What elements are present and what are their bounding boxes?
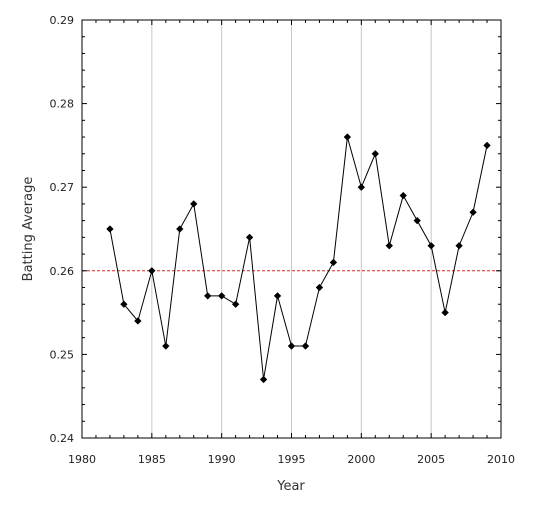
data-point-marker bbox=[329, 258, 338, 267]
data-point-marker bbox=[343, 133, 352, 141]
data-point-marker bbox=[134, 317, 142, 325]
data-point-marker bbox=[273, 292, 282, 300]
data-point-marker bbox=[189, 200, 198, 208]
data-point-marker bbox=[357, 183, 366, 191]
data-point-marker bbox=[176, 225, 184, 233]
data-point-marker bbox=[371, 150, 380, 158]
y-tick-label: 0.27 bbox=[50, 181, 75, 194]
y-tick-label: 0.24 bbox=[50, 432, 75, 445]
data-point-marker bbox=[231, 300, 240, 308]
data-point-marker bbox=[120, 300, 128, 308]
data-point-marker bbox=[148, 267, 156, 275]
data-point-marker bbox=[301, 342, 310, 350]
x-axis-title: Year bbox=[276, 479, 305, 494]
x-tick-label: 2010 bbox=[487, 453, 515, 466]
x-tick-label: 2005 bbox=[417, 453, 445, 466]
data-point-marker bbox=[483, 141, 491, 150]
x-tick-label: 2000 bbox=[347, 453, 375, 466]
data-point-marker bbox=[441, 308, 449, 317]
data-point-marker bbox=[245, 233, 254, 242]
y-axis-title: Batting Average bbox=[21, 177, 36, 282]
x-tick-label: 1990 bbox=[208, 453, 236, 466]
data-point-marker bbox=[399, 191, 407, 200]
data-point-marker bbox=[427, 241, 435, 250]
x-tick-label: 1995 bbox=[278, 453, 306, 466]
data-point-marker bbox=[455, 241, 463, 250]
data-point-marker bbox=[217, 292, 226, 300]
y-tick-label: 0.25 bbox=[50, 348, 75, 361]
data-point-marker bbox=[106, 225, 114, 233]
data-point-marker bbox=[259, 375, 268, 384]
data-point-marker bbox=[203, 292, 212, 300]
data-point-marker bbox=[162, 342, 170, 350]
x-tick-label: 1985 bbox=[138, 453, 166, 466]
data-point-marker bbox=[315, 283, 324, 292]
y-tick-label: 0.26 bbox=[50, 265, 75, 278]
y-tick-label: 0.28 bbox=[50, 98, 75, 111]
data-point-marker bbox=[385, 241, 394, 250]
data-point-marker bbox=[469, 208, 477, 217]
data-point-marker bbox=[287, 342, 296, 350]
y-tick-label: 0.29 bbox=[50, 14, 75, 27]
series-line bbox=[109, 136, 488, 380]
data-point-marker bbox=[413, 216, 421, 225]
x-tick-label: 1980 bbox=[68, 453, 96, 466]
